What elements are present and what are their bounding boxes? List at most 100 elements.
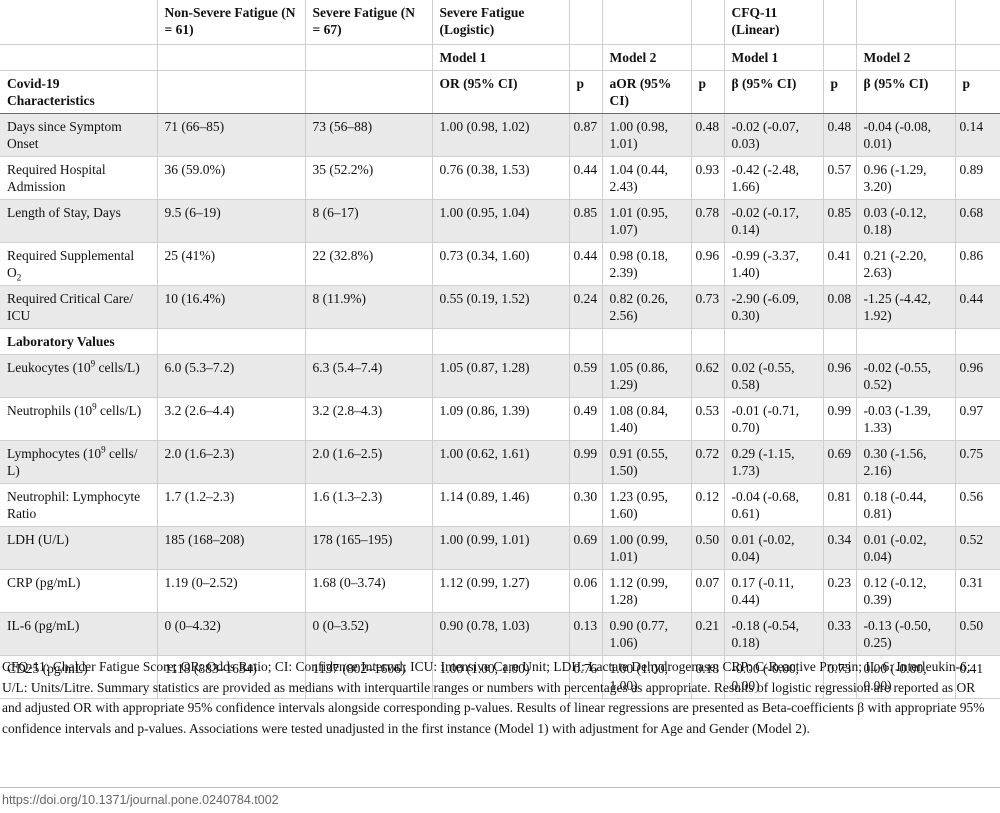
value-cell: 1.00 (0.62, 1.61) bbox=[431, 440, 569, 484]
p-value: 0.30 bbox=[568, 483, 602, 527]
header-cell-stats: Covid-19 Characteristics bbox=[0, 70, 157, 114]
p-value: 0.85 bbox=[822, 199, 856, 243]
p-value: 0.24 bbox=[568, 285, 602, 329]
doi-link[interactable]: https://doi.org/10.1371/journal.pone.024… bbox=[2, 793, 279, 807]
row-label: CD25 (pg/mL) bbox=[0, 655, 157, 699]
value-cell: -0.03 (-1.39, 1.33) bbox=[855, 397, 955, 441]
p-value: 0.73 bbox=[822, 655, 856, 699]
value-cell: -0.02 (-0.55, 0.52) bbox=[855, 354, 955, 398]
value-cell: 0 (0–4.32) bbox=[156, 612, 305, 656]
value-cell: 1.05 (0.87, 1.28) bbox=[431, 354, 569, 398]
p-value: 0.21 bbox=[690, 612, 724, 656]
p-value: 0.41 bbox=[954, 655, 1000, 699]
value-cell: 25 (41%) bbox=[156, 242, 305, 286]
header-cell-groups bbox=[954, 0, 1000, 45]
empty-cell bbox=[156, 328, 305, 355]
p-value: 0.69 bbox=[568, 526, 602, 570]
value-cell: 0.12 (-0.12, 0.39) bbox=[855, 569, 955, 613]
value-cell: 0.21 (-2.20, 2.63) bbox=[855, 242, 955, 286]
value-cell: 3.2 (2.8–4.3) bbox=[304, 397, 432, 441]
p-value: 0.49 bbox=[568, 397, 602, 441]
empty-cell bbox=[431, 328, 569, 355]
p-value: 0.93 bbox=[690, 156, 724, 200]
value-cell: 0.73 (0.34, 1.60) bbox=[431, 242, 569, 286]
header-cell-models bbox=[568, 44, 602, 71]
table-row: Required Hospital Admission 36 (59.0%) 35 … bbox=[0, 156, 1000, 200]
value-cell: -0.04 (-0.68, 0.61) bbox=[723, 483, 823, 527]
p-value: 0.97 bbox=[954, 397, 1000, 441]
header-cell-groups bbox=[855, 0, 955, 45]
value-cell: 8 (11.9%) bbox=[304, 285, 432, 329]
value-cell: 0.01 (-0.02, 0.04) bbox=[855, 526, 955, 570]
value-cell: 8 (6–17) bbox=[304, 199, 432, 243]
value-cell: 35 (52.2%) bbox=[304, 156, 432, 200]
header-cell-models: Model 1 bbox=[723, 44, 823, 71]
value-cell: 1.12 (0.99, 1.28) bbox=[601, 569, 691, 613]
value-cell: 178 (165–195) bbox=[304, 526, 432, 570]
value-cell: -0.02 (-0.07, 0.03) bbox=[723, 113, 823, 157]
p-value: 0.78 bbox=[690, 199, 724, 243]
value-cell: -0.04 (-0.08, 0.01) bbox=[855, 113, 955, 157]
value-cell: 1137 (802–1606) bbox=[304, 655, 432, 699]
header-cell-models bbox=[690, 44, 724, 71]
header-cell-stats: β (95% CI) bbox=[723, 70, 823, 114]
header-cell-groups bbox=[822, 0, 856, 45]
header-cell-groups bbox=[601, 0, 691, 45]
p-value: 0.76 bbox=[568, 655, 602, 699]
row-label: Required Hospital Admission bbox=[0, 156, 157, 200]
value-cell: 73 (56–88) bbox=[304, 113, 432, 157]
value-cell: 1.00 (1.00, 1.00) bbox=[431, 655, 569, 699]
value-cell: 36 (59.0%) bbox=[156, 156, 305, 200]
row-label: Days since Symptom Onset bbox=[0, 113, 157, 157]
value-cell: 1.00 (0.98, 1.02) bbox=[431, 113, 569, 157]
p-value: 0.56 bbox=[954, 483, 1000, 527]
table-row: Lymphocytes (109 cells/ L) 2.0 (1.6–2.3) 2… bbox=[0, 440, 1000, 484]
p-value: 0.50 bbox=[690, 526, 724, 570]
p-value: 0.73 bbox=[690, 285, 724, 329]
row-label-unit: cells/ L) bbox=[7, 445, 138, 478]
table-row: Days since Symptom Onset 71 (66–85) 73 (56… bbox=[0, 113, 1000, 157]
p-value: 0.62 bbox=[690, 354, 724, 398]
value-cell: -0.42 (-2.48, 1.66) bbox=[723, 156, 823, 200]
p-value: 0.44 bbox=[954, 285, 1000, 329]
table-row: Length of Stay, Days 9.5 (6–19) 8 (6–17) 1.… bbox=[0, 199, 1000, 243]
p-value: 0.59 bbox=[568, 354, 602, 398]
value-cell: -0.01 (-0.71, 0.70) bbox=[723, 397, 823, 441]
table-footnote: CFQ-11: Chalder Fatigue Score; OR: Odds … bbox=[2, 659, 985, 736]
row-label-text: Leukocytes (10 bbox=[7, 359, 91, 375]
value-cell: 1.00 (0.99, 1.01) bbox=[601, 526, 691, 570]
value-cell: 71 (66–85) bbox=[156, 113, 305, 157]
p-value: 0.68 bbox=[954, 199, 1000, 243]
value-cell: 1.00 (0.98, 1.01) bbox=[601, 113, 691, 157]
value-cell: -0.02 (-0.17, 0.14) bbox=[723, 199, 823, 243]
empty-cell bbox=[723, 328, 823, 355]
p-value: 0.33 bbox=[822, 612, 856, 656]
value-cell: 0.90 (0.77, 1.06) bbox=[601, 612, 691, 656]
table-row: LDH (U/L) 185 (168–208) 178 (165–195) 1.00 … bbox=[0, 526, 1000, 570]
value-cell: 0 (0–3.52) bbox=[304, 612, 432, 656]
header-cell-models bbox=[822, 44, 856, 71]
row-label-unit: cells/L) bbox=[96, 402, 142, 418]
value-cell: 1.12 (0.99, 1.27) bbox=[431, 569, 569, 613]
header-cell-groups: Non-Severe Fatigue (N = 61) bbox=[156, 0, 305, 45]
empty-cell bbox=[954, 328, 1000, 355]
value-cell: -0.18 (-0.54, 0.18) bbox=[723, 612, 823, 656]
header-cell-groups: Severe Fatigue (N = 67) bbox=[304, 0, 432, 45]
p-value: 0.96 bbox=[690, 242, 724, 286]
p-value: 0.23 bbox=[822, 569, 856, 613]
empty-cell bbox=[690, 328, 724, 355]
value-cell: 1.6 (1.3–2.3) bbox=[304, 483, 432, 527]
value-cell: 0.03 (-0.12, 0.18) bbox=[855, 199, 955, 243]
table-row: CRP (pg/mL) 1.19 (0–2.52) 1.68 (0–3.74) 1.1… bbox=[0, 569, 1000, 613]
empty-cell bbox=[855, 328, 955, 355]
value-cell: 1.04 (0.44, 2.43) bbox=[601, 156, 691, 200]
header-cell-stats bbox=[156, 70, 305, 114]
row-label-subscript: 2 bbox=[16, 272, 22, 283]
value-cell: 9.5 (6–19) bbox=[156, 199, 305, 243]
header-cell-groups: CFQ-11 (Linear) bbox=[723, 0, 823, 45]
row-label: Lymphocytes (109 cells/ L) bbox=[0, 440, 157, 484]
value-cell: 0.76 (0.38, 1.53) bbox=[431, 156, 569, 200]
row-label-superscript: 9 bbox=[92, 401, 97, 411]
row-label: LDH (U/L) bbox=[0, 526, 157, 570]
value-cell: 6.3 (5.4–7.4) bbox=[304, 354, 432, 398]
